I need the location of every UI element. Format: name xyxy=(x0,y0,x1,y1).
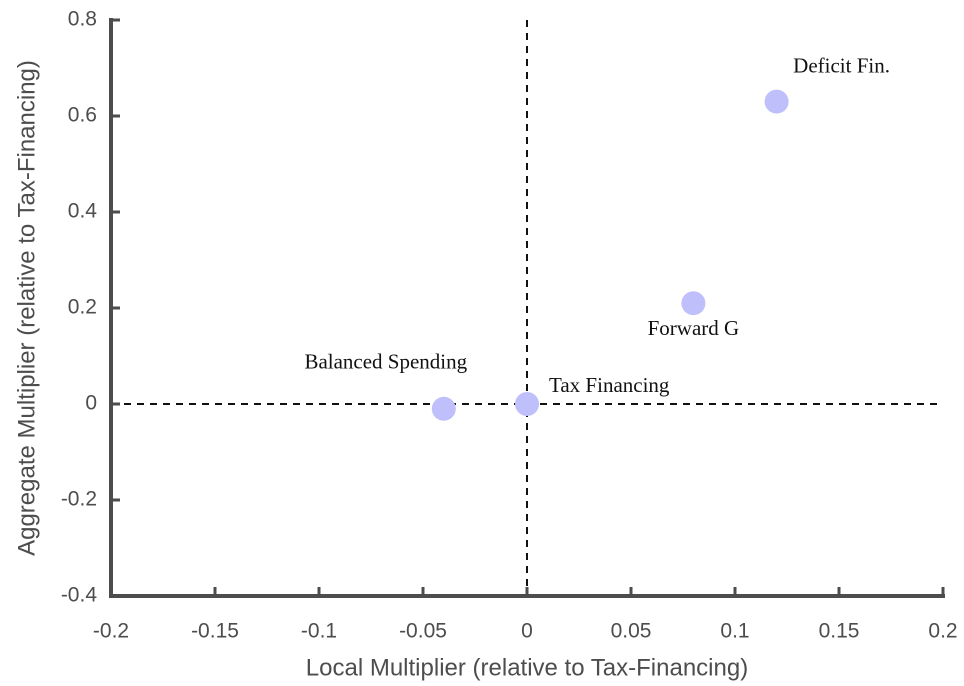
point-label: Deficit Fin. xyxy=(793,53,890,77)
x-tick-label: -0.1 xyxy=(301,620,337,643)
x-axis-title: Local Multiplier (relative to Tax-Financ… xyxy=(306,654,748,681)
x-tick-label: 0.05 xyxy=(611,620,652,643)
x-tick-label: -0.05 xyxy=(399,620,447,643)
point xyxy=(515,392,539,416)
x-tick-label: 0 xyxy=(521,620,533,643)
point xyxy=(681,291,706,316)
y-tick-label: 0.6 xyxy=(68,104,97,127)
x-tick-label: 0.2 xyxy=(928,620,957,643)
point xyxy=(764,89,789,114)
y-tick-label: 0.2 xyxy=(68,296,97,319)
x-tick-label: 0.15 xyxy=(819,620,860,643)
x-tick-label: -0.2 xyxy=(93,620,129,643)
y-tick-label: 0.4 xyxy=(68,200,98,223)
point-label: Tax Financing xyxy=(549,373,670,397)
x-tick-label: 0.1 xyxy=(720,620,749,643)
y-axis-title: Aggregate Multiplier (relative to Tax-Fi… xyxy=(13,60,40,556)
y-tick-label: 0 xyxy=(85,392,97,415)
y-tick-label: -0.4 xyxy=(61,584,98,607)
y-tick-label: -0.2 xyxy=(61,488,97,511)
y-tick-label: 0.8 xyxy=(68,8,97,31)
x-tick-label: -0.15 xyxy=(191,620,239,643)
point-label: Forward G xyxy=(648,316,740,340)
point-label: Balanced Spending xyxy=(304,350,467,374)
point xyxy=(431,396,456,421)
